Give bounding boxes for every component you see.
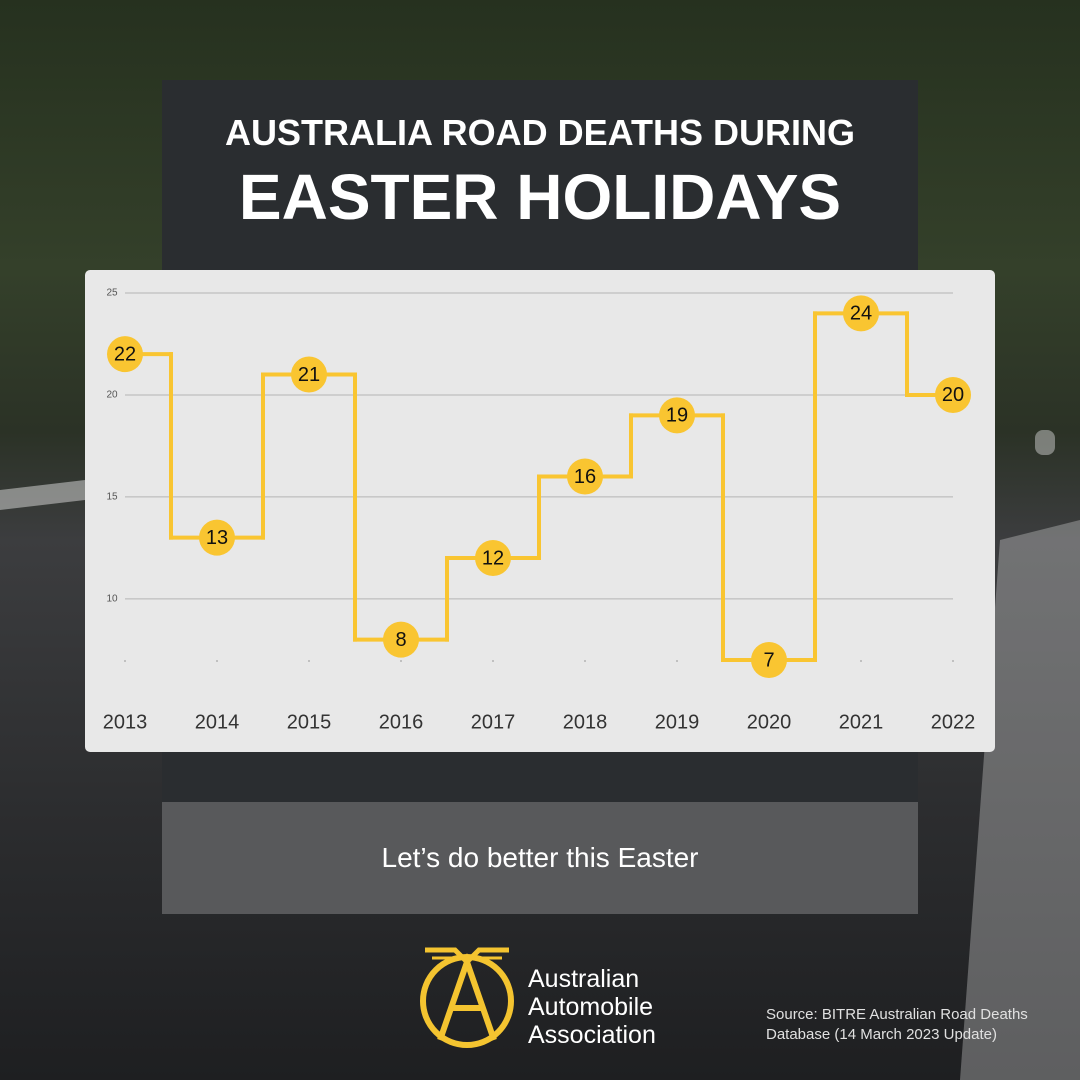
- point-marker: [291, 356, 327, 393]
- y-tick-label: 20: [106, 390, 118, 401]
- point-marker: [567, 458, 603, 495]
- y-tick-label: 25: [106, 288, 118, 299]
- data-label: 21: [298, 364, 320, 386]
- data-label: 7: [763, 649, 774, 671]
- footer-message: Let’s do better this Easter: [162, 802, 918, 914]
- x-tick-label: 2015: [287, 711, 332, 733]
- data-label: 22: [114, 343, 136, 365]
- logo-text: Automobile: [528, 993, 654, 1021]
- point-marker: [107, 336, 143, 373]
- point-marker: [751, 642, 787, 678]
- x-tick-label: 2013: [103, 711, 148, 733]
- source-note: Source: BITRE Australian Road Deaths Dat…: [766, 1006, 1028, 1043]
- x-tick-label: 2018: [563, 711, 608, 733]
- point-marker: [935, 376, 971, 413]
- data-label: 16: [574, 466, 596, 488]
- logo-text: Australian: [528, 965, 640, 993]
- point-marker: [659, 397, 695, 434]
- data-label: 20: [942, 384, 964, 406]
- logo-emblem: [420, 947, 514, 1048]
- x-tick-label: 2014: [195, 711, 240, 733]
- x-tick-label: 2020: [747, 711, 792, 733]
- series: 22 13 21 8 12 16 19 7 24 20: [107, 295, 971, 678]
- x-tick-label: 2021: [839, 711, 884, 733]
- x-tick-label: 2016: [379, 711, 424, 733]
- point-marker: [843, 295, 879, 332]
- logo-text: Association: [528, 1021, 656, 1049]
- data-label: 19: [666, 405, 688, 427]
- data-label: 24: [850, 303, 872, 325]
- point-marker: [199, 519, 235, 556]
- data-label: 8: [395, 629, 406, 651]
- data-label: 13: [206, 527, 228, 549]
- x-tick-label: 2017: [471, 711, 516, 733]
- point-marker: [383, 621, 419, 658]
- point-marker: [475, 540, 511, 577]
- data-label: 12: [482, 547, 504, 569]
- x-tick-label: 2022: [931, 711, 976, 733]
- chart-subtitle: EASTER HOLIDAYS: [238, 161, 842, 233]
- x-tick-label: 2019: [655, 711, 700, 733]
- y-tick-label: 15: [106, 492, 118, 503]
- y-tick-label: 10: [106, 593, 118, 604]
- chart-title: AUSTRALIA ROAD DEATHS DURING: [225, 112, 855, 153]
